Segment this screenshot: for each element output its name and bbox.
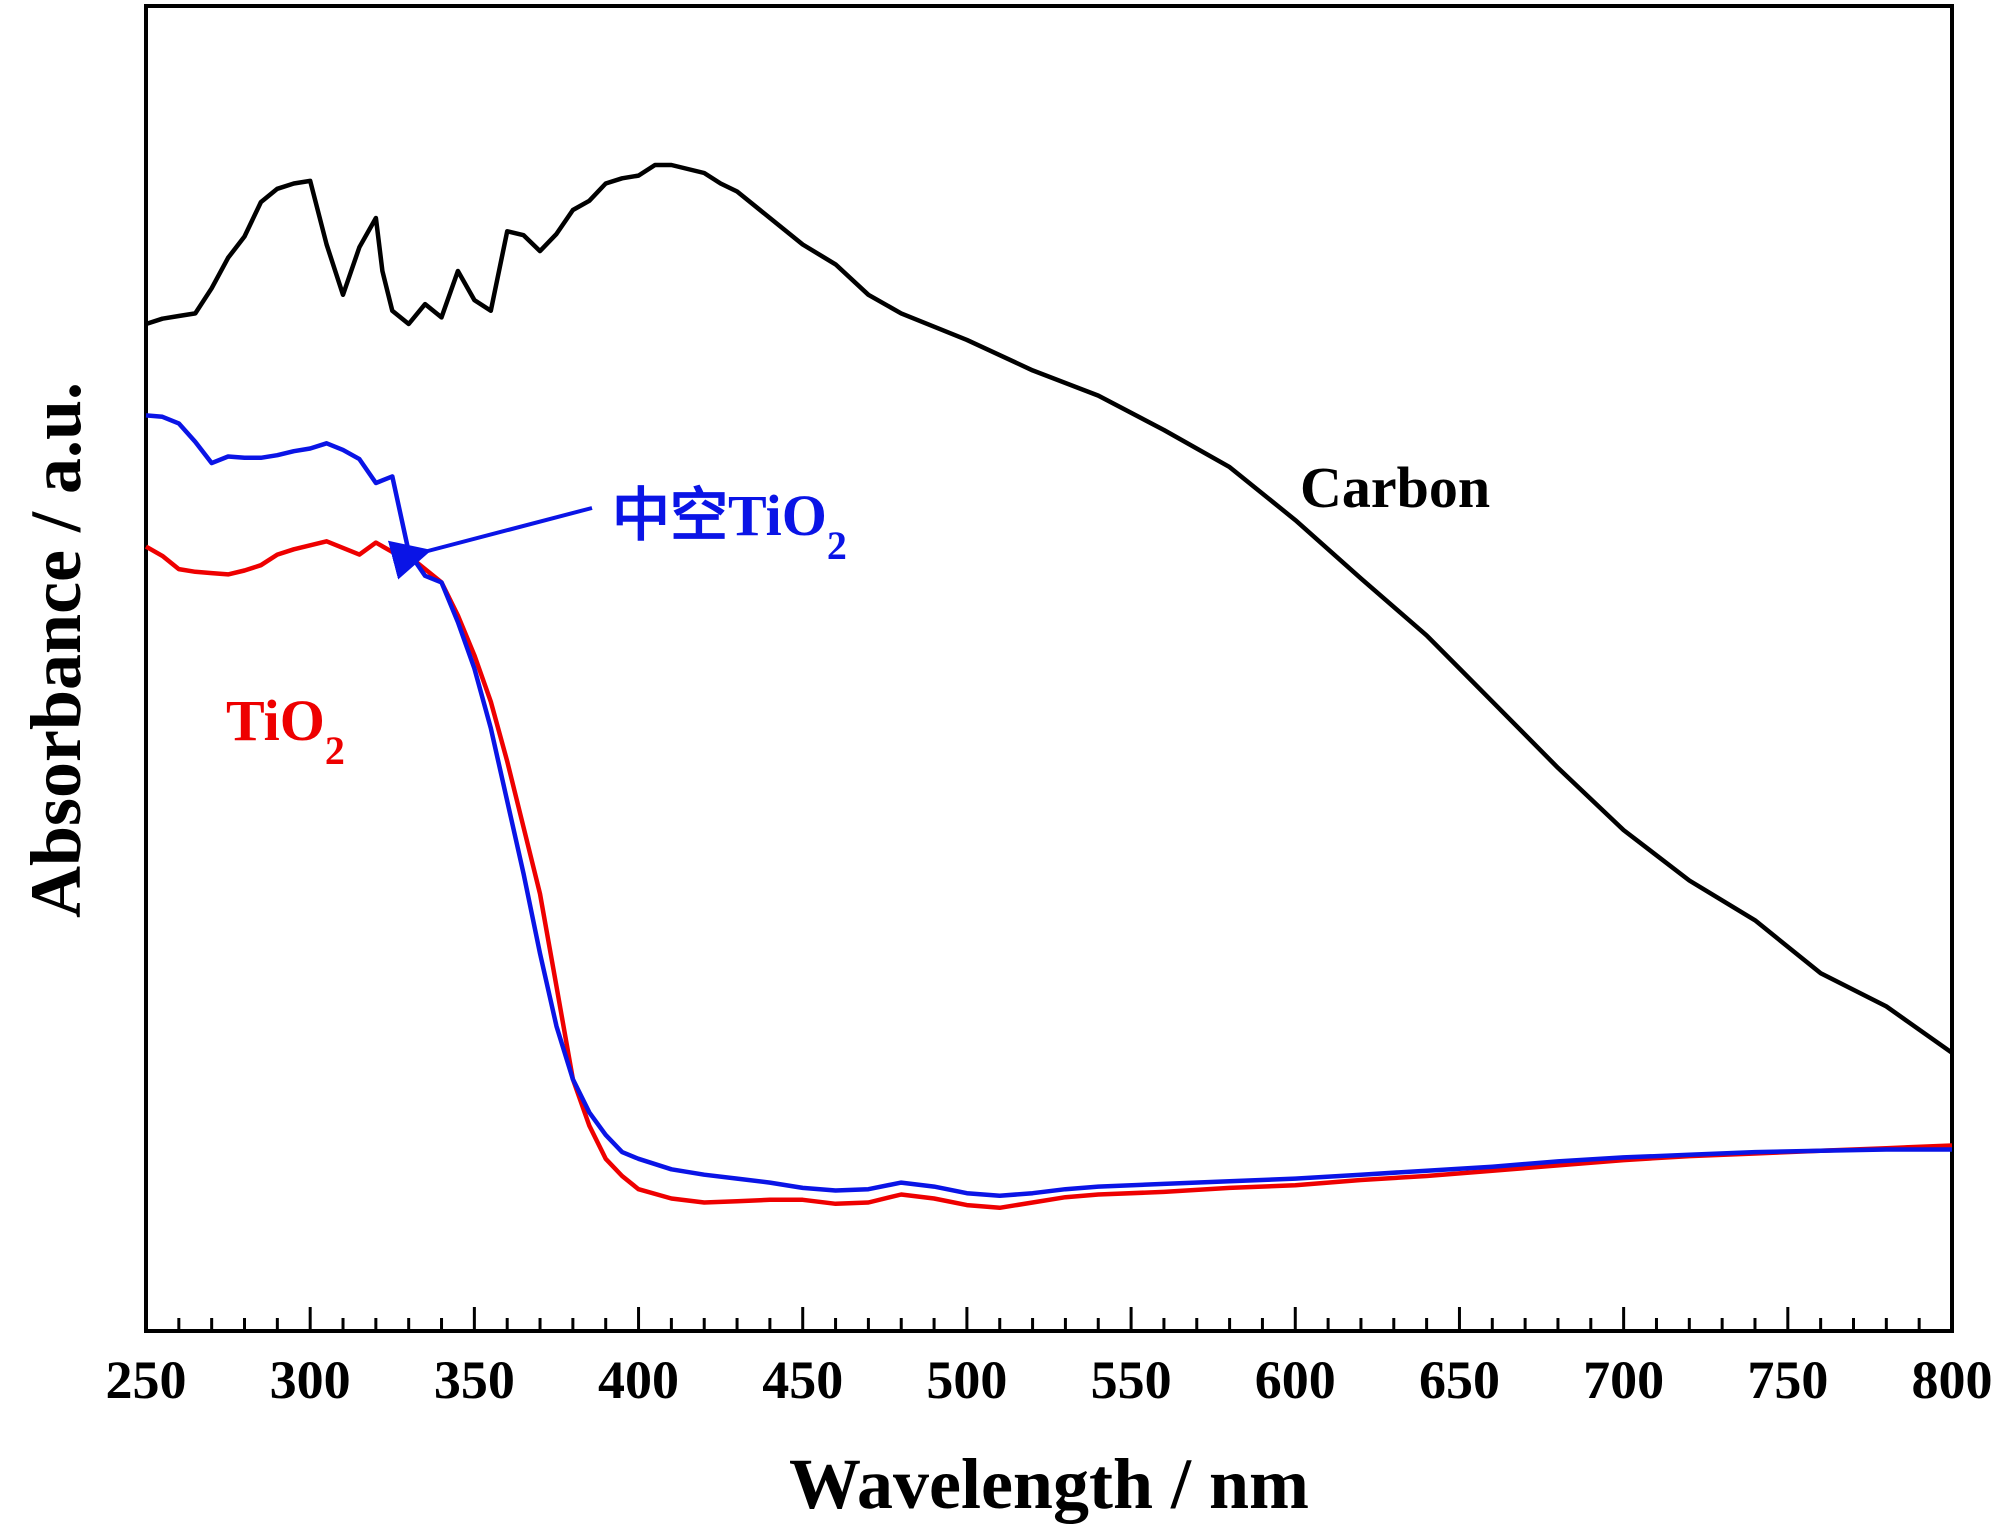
tio2-label-main: TiO bbox=[226, 688, 325, 753]
x-tick-label-400: 400 bbox=[598, 1350, 679, 1410]
series-line--tio2 bbox=[145, 413, 1952, 1199]
y-axis-title: Absorbance / a.u. bbox=[16, 382, 96, 918]
series-line-carbon bbox=[145, 162, 1954, 1055]
x-tick-label-700: 700 bbox=[1583, 1350, 1664, 1410]
series-layer bbox=[144, 162, 1954, 1211]
x-tick-label-800: 800 bbox=[1912, 1350, 1993, 1410]
series-line-tio2 bbox=[144, 539, 1953, 1211]
x-axis-ticks: 250 300 350 400 450 500 550 600 650 700 750 800 bbox=[106, 1307, 1993, 1410]
plot-frame bbox=[144, 4, 1954, 1333]
x-tick-label-600: 600 bbox=[1255, 1350, 1336, 1410]
x-tick-label-500: 500 bbox=[926, 1350, 1007, 1410]
x-tick-label-350: 350 bbox=[434, 1350, 515, 1410]
x-tick-label-550: 550 bbox=[1091, 1350, 1172, 1410]
carbon-label: Carbon bbox=[1300, 455, 1490, 520]
x-tick-label-450: 450 bbox=[762, 1350, 843, 1410]
tio2-label: TiO2 bbox=[226, 688, 345, 773]
hollow-tio2-label-sub: 2 bbox=[827, 523, 847, 568]
x-tick-label-750: 750 bbox=[1747, 1350, 1828, 1410]
tio2-label-sub: 2 bbox=[325, 728, 345, 773]
x-tick-label-650: 650 bbox=[1419, 1350, 1500, 1410]
x-axis-title: Wavelength / nm bbox=[789, 1444, 1309, 1524]
hollow-tio2-label: 中空TiO2 bbox=[612, 483, 847, 568]
hollow-tio2-arrow bbox=[387, 506, 593, 580]
x-tick-label-250: 250 bbox=[106, 1350, 187, 1410]
hollow-tio2-label-main: 中空TiO bbox=[612, 483, 827, 548]
x-tick-label-300: 300 bbox=[270, 1350, 351, 1410]
